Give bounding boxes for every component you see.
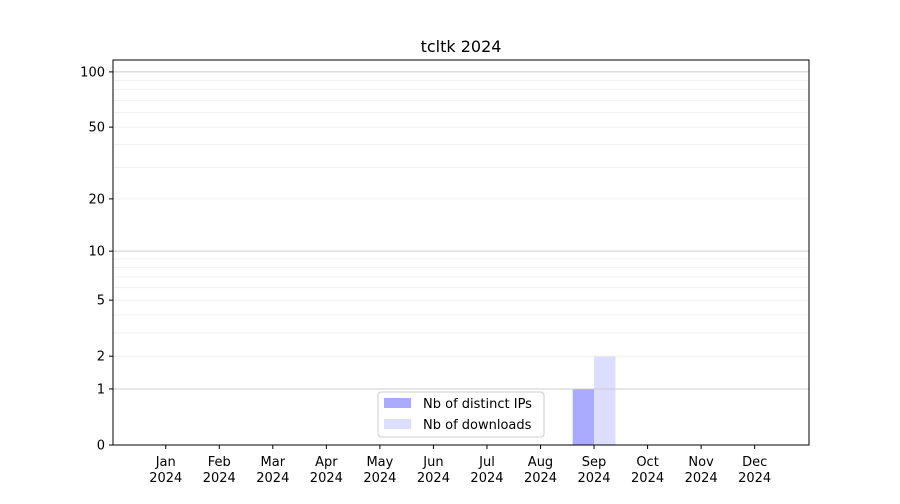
legend-swatch: [384, 419, 411, 429]
y-tick-label: 100: [80, 65, 105, 80]
x-tick-label: 2024: [577, 471, 610, 486]
x-tick-label: Jul: [478, 455, 495, 470]
y-tick-label: 1: [97, 382, 105, 397]
x-tick-label: 2024: [310, 471, 343, 486]
x-tick-label: Jan: [155, 455, 176, 470]
bar-nb-of-downloads-8: [594, 356, 616, 445]
legend-box: [377, 391, 545, 438]
x-tick-label: May: [366, 455, 393, 470]
legend-label: Nb of downloads: [423, 418, 532, 433]
x-tick-label: 2024: [149, 471, 182, 486]
x-tick-label: 2024: [470, 471, 503, 486]
plot-frame: [112, 59, 810, 446]
x-tick-label: Aug: [528, 455, 553, 470]
x-tick-label: Mar: [261, 455, 286, 470]
x-tick-label: Feb: [208, 455, 231, 470]
x-tick-label: 2024: [203, 471, 236, 486]
y-tick-label: 0: [97, 439, 105, 454]
x-tick-label: Sep: [582, 455, 607, 470]
y-tick-label: 5: [97, 294, 105, 309]
x-tick-label: 2024: [417, 471, 450, 486]
x-tick-label: Jun: [422, 455, 443, 470]
x-tick-label: Nov: [688, 455, 714, 470]
y-tick-label: 2: [97, 350, 105, 365]
x-tick-label: 2024: [738, 471, 771, 486]
x-tick-label: Oct: [636, 455, 658, 470]
bar-nb-of-distinct-ips-8: [572, 388, 595, 445]
legend-label: Nb of distinct IPs: [423, 397, 532, 412]
x-tick-label: 2024: [631, 471, 664, 486]
x-tick-label: 2024: [685, 471, 718, 486]
x-tick-label: 2024: [256, 471, 289, 486]
y-tick-label: 10: [88, 245, 105, 260]
y-tick-label: 50: [88, 121, 105, 136]
x-tick-label: Apr: [315, 455, 338, 470]
legend: Nb of distinct IPs Nb of downloads: [377, 391, 545, 438]
x-tick-label: 2024: [363, 471, 396, 486]
legend-swatch: [384, 398, 411, 408]
x-tick-label: Dec: [742, 455, 767, 470]
y-tick-label: 20: [88, 192, 105, 207]
x-tick-label: 2024: [524, 471, 557, 486]
chart-title: tcltk 2024: [421, 37, 502, 56]
